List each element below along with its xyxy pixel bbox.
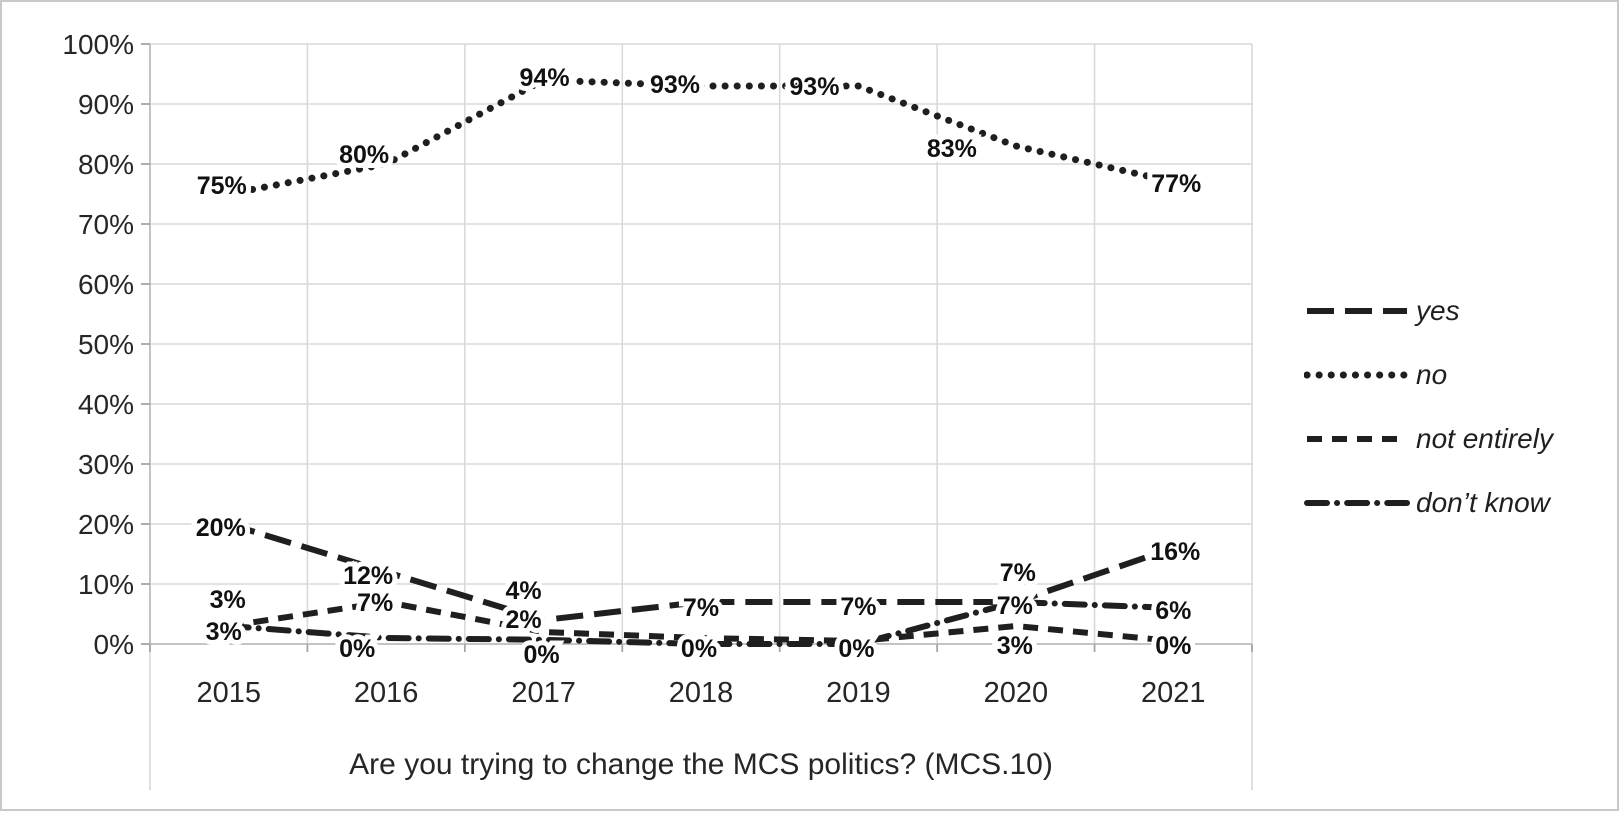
- y-axis-tick-label: 60%: [78, 269, 134, 300]
- x-axis-tick-label: 2015: [196, 677, 261, 709]
- data-label: 4%: [506, 577, 542, 605]
- data-label: 16%: [1150, 538, 1200, 566]
- y-axis-tick-label: 100%: [62, 29, 134, 60]
- y-axis-tick-label: 30%: [78, 449, 134, 480]
- data-label: 6%: [1155, 597, 1191, 625]
- legend-item-not-entirely: not entirely: [1304, 423, 1553, 454]
- legend-label-not-entirely: not entirely: [1416, 423, 1553, 454]
- y-axis-tick-label: 90%: [78, 89, 134, 120]
- y-axis-tick-label: 10%: [78, 569, 134, 600]
- y-axis-tick-label: 0%: [94, 629, 134, 660]
- data-label: 0%: [838, 635, 874, 663]
- data-label: 94%: [520, 64, 570, 92]
- data-label: 2%: [506, 606, 542, 634]
- legend-item-no: no: [1304, 359, 1553, 390]
- data-label: 12%: [343, 562, 393, 590]
- data-label: 7%: [683, 594, 719, 622]
- legend-line-sample-no: [1304, 371, 1410, 379]
- y-axis-tick-label: 40%: [78, 389, 134, 420]
- chart-title: Are you trying to change the MCS politic…: [349, 748, 1053, 781]
- data-label: 77%: [1151, 170, 1201, 198]
- data-label: 0%: [1155, 632, 1191, 660]
- x-axis-tick-label: 2019: [826, 677, 891, 709]
- legend-line-sample-yes: [1307, 308, 1407, 314]
- data-label: 0%: [681, 635, 717, 663]
- data-label: 80%: [339, 141, 389, 169]
- data-label: 20%: [196, 514, 246, 542]
- x-axis-tick-label: 2020: [984, 677, 1049, 709]
- legend-line-sample-not-entirely: [1307, 436, 1407, 442]
- data-label: 3%: [997, 632, 1033, 660]
- data-label: 7%: [840, 593, 876, 621]
- x-axis-tick-label: 2018: [669, 677, 734, 709]
- legend-item-dont-know: don’t know: [1304, 487, 1553, 518]
- legend: yes no not entirely don’t know: [1304, 295, 1553, 518]
- legend-line-sample-dont-know: [1304, 500, 1410, 506]
- x-axis-tick-label: 2017: [511, 677, 576, 709]
- data-label: 93%: [789, 73, 839, 101]
- data-label: 7%: [1000, 559, 1036, 587]
- y-axis-tick-label: 50%: [78, 329, 134, 360]
- data-label: 0%: [339, 635, 375, 663]
- legend-item-yes: yes: [1304, 295, 1553, 326]
- data-label: 83%: [927, 135, 977, 163]
- legend-label-no: no: [1416, 359, 1448, 390]
- data-label: 7%: [357, 589, 393, 617]
- data-label: 75%: [197, 172, 247, 200]
- data-label: 93%: [650, 71, 700, 99]
- x-axis-tick-label: 2016: [354, 677, 419, 709]
- data-label: 3%: [206, 618, 242, 646]
- y-axis-tick-label: 20%: [78, 509, 134, 540]
- y-axis-tick-label: 80%: [78, 149, 134, 180]
- y-axis-tick-label: 70%: [78, 209, 134, 240]
- data-label: 7%: [997, 592, 1033, 620]
- legend-label-yes: yes: [1416, 295, 1460, 326]
- x-axis-tick-label: 2021: [1141, 677, 1206, 709]
- data-label: 0%: [524, 641, 560, 669]
- data-label: 3%: [210, 586, 246, 614]
- legend-label-dont-know: don’t know: [1416, 487, 1550, 518]
